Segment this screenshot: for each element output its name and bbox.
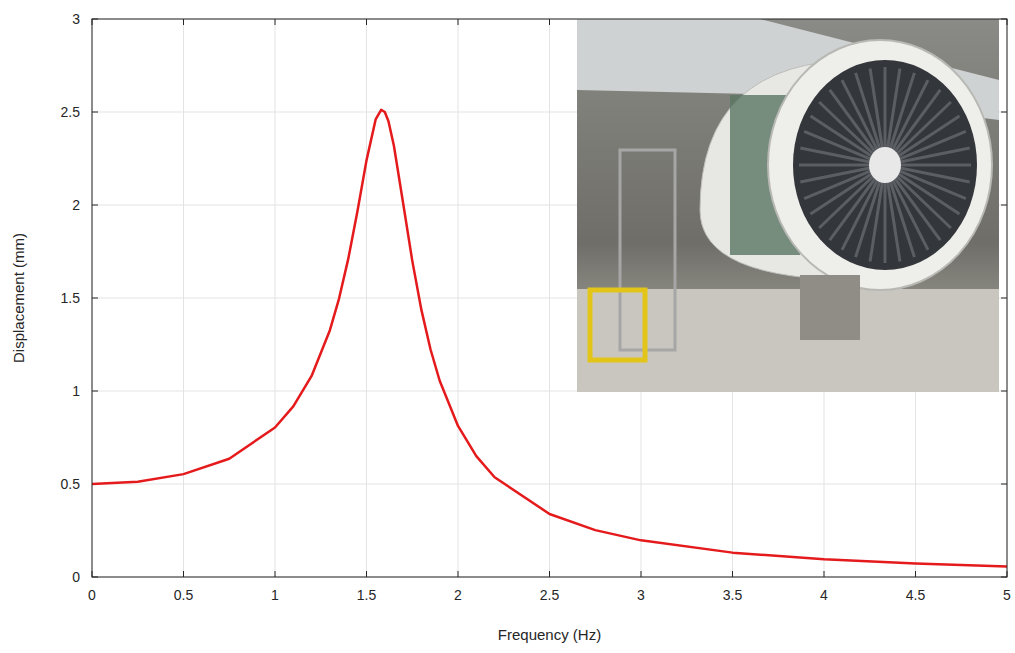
photo-fan-blade — [800, 168, 871, 182]
photo-spinner — [869, 147, 901, 183]
photo-cart — [590, 290, 645, 360]
tick-label-x: 1 — [271, 587, 279, 603]
tick-y — [92, 205, 98, 206]
tick-x — [549, 571, 550, 577]
tick-label-y: 2 — [72, 197, 80, 213]
photo-fan-blade — [884, 181, 887, 263]
tick-y-right — [1001, 298, 1007, 299]
tick-x — [366, 571, 367, 577]
tick-x-top — [458, 19, 459, 25]
tick-x-top — [366, 19, 367, 25]
inset-photo — [577, 19, 999, 392]
photo-jack — [800, 275, 860, 340]
photo-inlet-lip — [768, 40, 992, 290]
tick-label-x: 4 — [820, 587, 828, 603]
grid-line-y — [92, 484, 1007, 485]
photo-inlet — [793, 60, 977, 270]
tick-label-x: 5 — [1003, 587, 1011, 603]
photo-fan-blade — [899, 164, 971, 167]
tick-x — [915, 571, 916, 577]
tick-label-x: 3 — [637, 587, 645, 603]
tick-label-x: 0.5 — [174, 587, 194, 603]
x-axis-title: Frequency (Hz) — [498, 626, 601, 643]
ticks — [92, 19, 1007, 577]
tick-label-x: 4.5 — [906, 587, 926, 603]
tick-label-y: 1 — [72, 383, 80, 399]
tick-x — [824, 571, 825, 577]
photo-background — [577, 19, 999, 392]
tick-x — [183, 571, 184, 577]
tick-y-right — [1001, 391, 1007, 392]
tick-label-y: 0 — [72, 569, 80, 585]
grid — [92, 19, 1007, 577]
tick-x — [458, 571, 459, 577]
plot-frame — [92, 19, 1007, 577]
photo-floor — [577, 289, 999, 392]
chart: 0 0.5 1 1.5 2 2.5 3 3.5 4 4.5 5 0 0.5 1 1.5 2 2.5 3 Freque… — [0, 0, 1015, 653]
tick-label-x: 0 — [88, 587, 96, 603]
photo-fan-blade — [899, 148, 970, 162]
photo-fan-blade — [870, 68, 883, 149]
tick-label-y: 0.5 — [61, 476, 81, 492]
tick-label-x: 3.5 — [723, 587, 743, 603]
tick-label-y: 2.5 — [61, 104, 81, 120]
tick-x — [732, 571, 733, 577]
photo-fan-blade — [887, 181, 900, 262]
tick-y — [92, 112, 98, 113]
tick-x-top — [549, 19, 550, 25]
tick-label-y: 1.5 — [61, 290, 81, 306]
y-axis-title: Displacement (mm) — [10, 233, 27, 363]
tick-x — [275, 571, 276, 577]
line — [92, 110, 1007, 567]
tick-y — [92, 391, 98, 392]
tick-label-x: 1.5 — [357, 587, 377, 603]
tick-label-x: 2.5 — [540, 587, 560, 603]
photo-fan-blade — [799, 164, 871, 167]
tick-y — [92, 298, 98, 299]
tick-y-right — [1001, 112, 1007, 113]
tick-x-top — [183, 19, 184, 25]
tick-y-right — [1001, 484, 1007, 485]
plot-area — [92, 19, 1007, 577]
tick-label-y: 3 — [72, 11, 80, 27]
tick-x — [641, 571, 642, 577]
tick-y-right — [1001, 205, 1007, 206]
photo-fan-blade — [884, 67, 887, 149]
series-group — [92, 110, 1007, 567]
tick-x-top — [275, 19, 276, 25]
tick-label-x: 2 — [454, 587, 462, 603]
